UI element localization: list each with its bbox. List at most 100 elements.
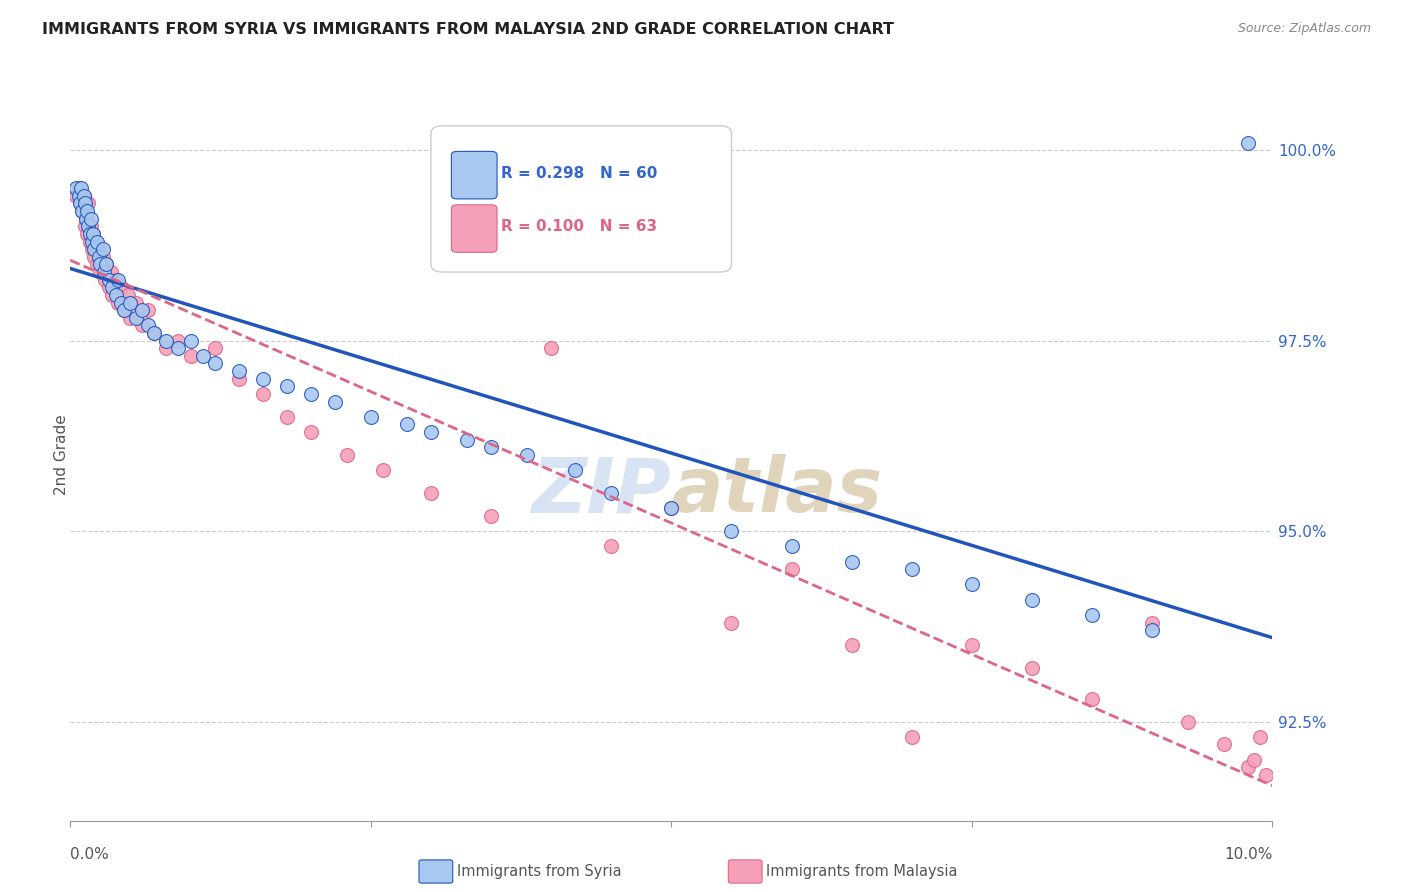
- Point: [540, 341, 562, 355]
- Point: [252, 387, 274, 401]
- Point: [65, 189, 87, 203]
- Point: [720, 615, 742, 630]
- Text: IMMIGRANTS FROM SYRIA VS IMMIGRANTS FROM MALAYSIA 2ND GRADE CORRELATION CHART: IMMIGRANTS FROM SYRIA VS IMMIGRANTS FROM…: [42, 22, 894, 37]
- Point: [80, 211, 103, 226]
- Point: [67, 189, 90, 203]
- Point: [479, 440, 502, 454]
- Point: [80, 242, 103, 256]
- Point: [960, 577, 983, 591]
- Point: [91, 250, 114, 264]
- Point: [420, 425, 443, 439]
- Point: [661, 501, 683, 516]
- Point: [65, 181, 87, 195]
- Text: Immigrants from Malaysia: Immigrants from Malaysia: [766, 864, 957, 879]
- Point: [420, 486, 443, 500]
- Point: [77, 219, 100, 234]
- Point: [204, 341, 226, 355]
- Text: 10.0%: 10.0%: [1225, 847, 1272, 863]
- Point: [780, 539, 803, 553]
- Point: [101, 288, 124, 302]
- Point: [112, 303, 135, 318]
- Point: [75, 211, 97, 226]
- Point: [120, 295, 142, 310]
- Point: [89, 257, 111, 271]
- Point: [77, 196, 100, 211]
- Point: [564, 463, 586, 477]
- Point: [104, 273, 127, 287]
- Point: [600, 486, 623, 500]
- Point: [323, 394, 346, 409]
- Point: [276, 379, 298, 393]
- Point: [93, 265, 115, 279]
- Point: [180, 349, 202, 363]
- Point: [600, 539, 623, 553]
- Point: [75, 211, 97, 226]
- Point: [91, 242, 114, 256]
- Point: [70, 181, 93, 195]
- Point: [100, 265, 122, 279]
- Point: [97, 273, 120, 287]
- Point: [516, 448, 538, 462]
- Text: Source: ZipAtlas.com: Source: ZipAtlas.com: [1237, 22, 1371, 36]
- Point: [1243, 753, 1265, 767]
- Point: [841, 639, 863, 653]
- Point: [371, 463, 394, 477]
- Point: [117, 288, 139, 302]
- Point: [661, 501, 683, 516]
- Point: [191, 349, 214, 363]
- Point: [299, 425, 322, 439]
- Point: [1177, 714, 1199, 729]
- Point: [131, 318, 153, 333]
- Point: [1142, 615, 1164, 630]
- Point: [112, 303, 135, 318]
- Point: [72, 204, 94, 219]
- Point: [456, 433, 478, 447]
- Point: [67, 181, 90, 195]
- Point: [1021, 661, 1043, 675]
- Point: [143, 326, 166, 340]
- Point: [72, 189, 94, 203]
- Point: [125, 310, 148, 325]
- Point: [82, 227, 104, 241]
- Point: [89, 250, 111, 264]
- Point: [83, 242, 105, 256]
- Point: [155, 334, 177, 348]
- Point: [1142, 623, 1164, 637]
- Point: [107, 273, 129, 287]
- Point: [143, 326, 166, 340]
- Point: [1237, 760, 1260, 774]
- Text: R = 0.298   N = 60: R = 0.298 N = 60: [501, 166, 657, 181]
- Point: [901, 562, 924, 576]
- Point: [155, 341, 177, 355]
- Point: [138, 303, 160, 318]
- Text: R = 0.100   N = 63: R = 0.100 N = 63: [501, 219, 657, 235]
- Point: [76, 204, 98, 219]
- Point: [80, 235, 103, 249]
- Point: [1237, 136, 1260, 150]
- Point: [336, 448, 359, 462]
- FancyBboxPatch shape: [451, 152, 498, 199]
- Point: [86, 257, 108, 271]
- Point: [138, 318, 160, 333]
- Point: [479, 508, 502, 523]
- Point: [167, 334, 190, 348]
- Point: [94, 273, 117, 287]
- Point: [69, 196, 91, 211]
- Point: [83, 250, 105, 264]
- Point: [360, 409, 382, 424]
- Point: [82, 227, 104, 241]
- FancyBboxPatch shape: [432, 126, 731, 272]
- Point: [960, 639, 983, 653]
- Point: [72, 189, 94, 203]
- Text: 0.0%: 0.0%: [70, 847, 110, 863]
- Point: [180, 334, 202, 348]
- Point: [110, 295, 132, 310]
- Point: [1213, 738, 1236, 752]
- Point: [69, 196, 91, 211]
- Text: atlas: atlas: [672, 455, 883, 528]
- Point: [86, 235, 108, 249]
- Point: [252, 372, 274, 386]
- Y-axis label: 2nd Grade: 2nd Grade: [55, 415, 69, 495]
- Point: [101, 280, 124, 294]
- Point: [1081, 607, 1104, 622]
